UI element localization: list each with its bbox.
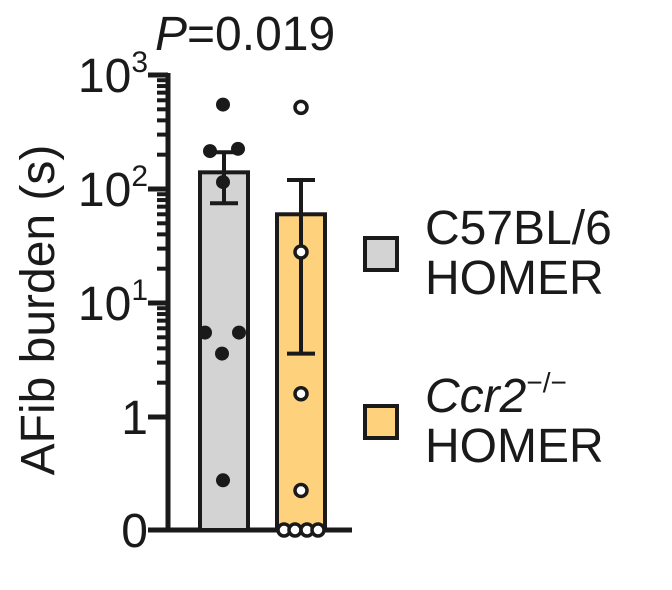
data-point-wt	[215, 346, 229, 361]
legend-c57bl6-line1: C57BL/6	[425, 202, 612, 255]
legend-label-c57bl6: C57BL/6 HOMER	[425, 204, 612, 304]
legend-label-ccr2: Ccr2−/− HOMER	[425, 369, 604, 473]
data-point-wt	[216, 97, 230, 112]
data-point-wt	[232, 325, 246, 340]
legend-c57bl6-line2: HOMER	[425, 252, 604, 305]
data-point-wt	[216, 473, 230, 488]
data-point-ko	[293, 99, 309, 116]
y-tick-label: 103	[78, 46, 148, 103]
legend-item-c57bl6: C57BL/6 HOMER	[363, 204, 612, 304]
legend-ccr2-line2: HOMER	[425, 420, 604, 473]
y-tick-label: 101	[78, 274, 148, 331]
data-point-ko	[287, 522, 303, 538]
legend-swatch-ccr2	[363, 404, 399, 440]
data-point-wt	[231, 141, 245, 156]
legend-ccr2-line1: Ccr2−/−	[425, 369, 604, 423]
y-tick-exponent: 2	[131, 160, 148, 193]
title-value: =0.019	[187, 8, 335, 61]
y-tick-exponent: 3	[131, 46, 148, 79]
legend-ccr2-gene: Ccr2	[425, 370, 527, 423]
y-tick-label: 1	[121, 392, 148, 445]
y-tick-label: 102	[78, 160, 148, 217]
data-point-wt	[198, 325, 212, 340]
title-p: P	[155, 8, 187, 61]
data-point-ko	[293, 385, 309, 402]
data-point-ko	[293, 482, 309, 499]
legend-ccr2-sup: −/−	[526, 367, 567, 398]
data-point-wt	[203, 144, 217, 159]
data-point-wt	[216, 175, 230, 190]
y-tick-exponent: 1	[131, 274, 148, 307]
chart-title: P=0.019	[155, 8, 335, 61]
legend-item-ccr2: Ccr2−/− HOMER	[363, 369, 604, 473]
legend-swatch-c57bl6	[363, 236, 399, 272]
y-axis-label: AFib burden (s)	[12, 145, 65, 476]
data-point-ko	[310, 522, 326, 538]
y-tick-label: 0	[121, 505, 148, 558]
data-point-ko	[293, 244, 309, 260]
